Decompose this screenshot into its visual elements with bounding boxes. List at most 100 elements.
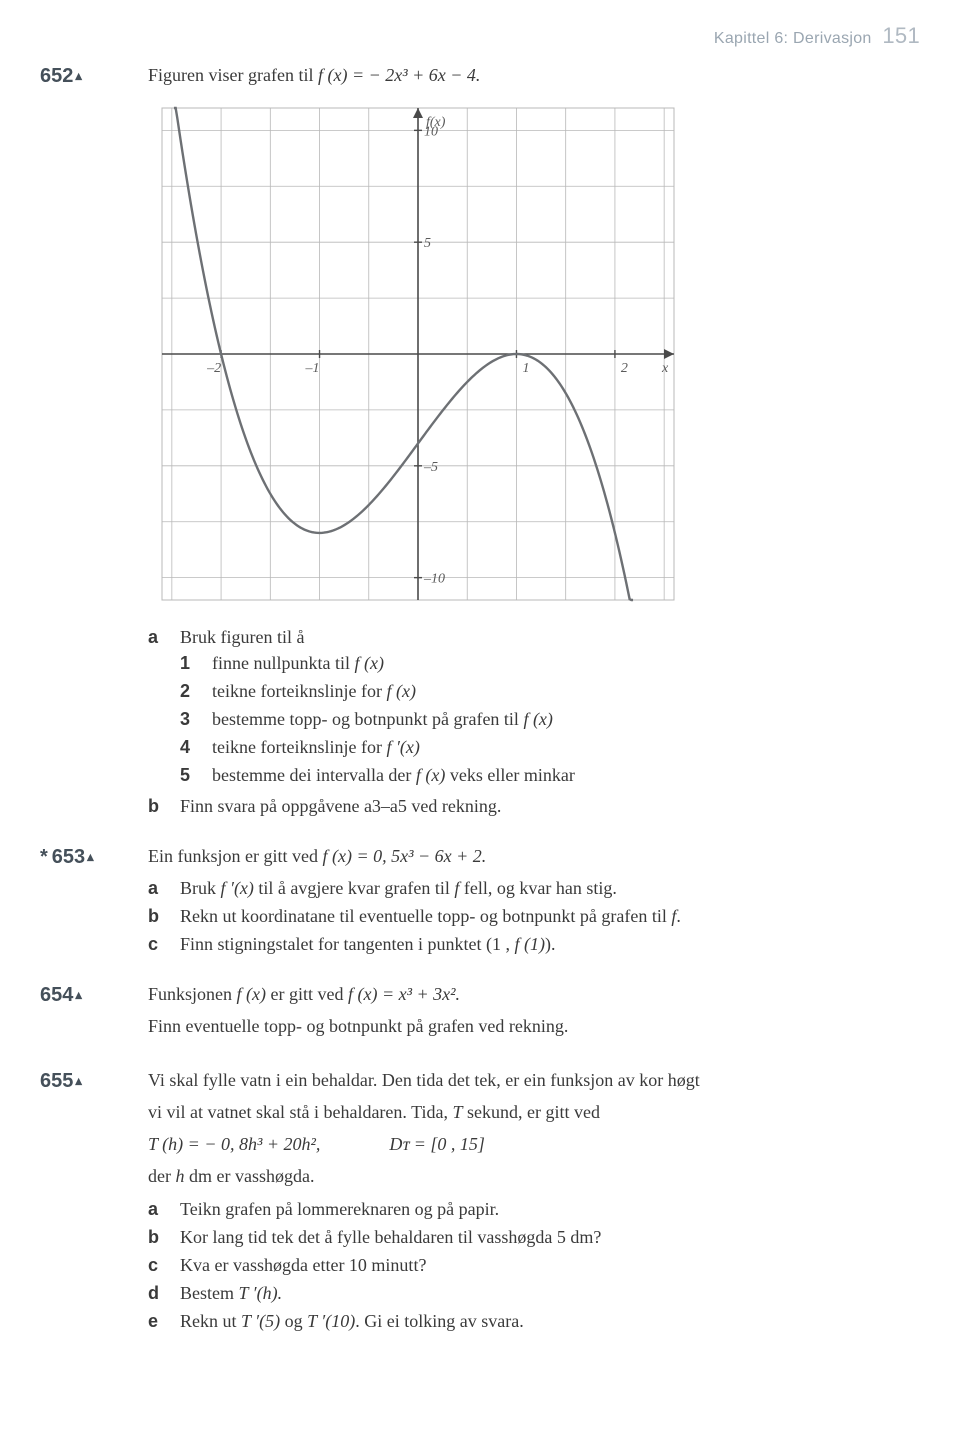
item-b: bKor lang tid tek det å fylle behaldaren…	[148, 1224, 920, 1250]
level-mark-icon: ▴	[75, 68, 82, 83]
label: 5	[180, 762, 204, 788]
intro: Ein funksjon er gitt ved f (x) = 0, 5x³ …	[148, 843, 920, 869]
problem-number: *653▴	[40, 843, 136, 959]
text: Finn svara på oppgåvene a3–a5 ved reknin…	[180, 793, 920, 819]
svg-text:2: 2	[621, 361, 628, 376]
label: a	[148, 1196, 172, 1222]
num: 653	[52, 846, 85, 868]
item-c: c Kva er vasshøgda etter 10 minutt?	[148, 1252, 920, 1278]
chart: –2–112–10–5510xf(x)	[148, 94, 920, 614]
t2: veks eller minkar	[445, 765, 574, 785]
text: Bruk f ′(x) til å avgjere kvar grafen ti…	[180, 875, 920, 901]
label: a	[148, 624, 172, 791]
problem-number: 654▴	[40, 981, 136, 1045]
m: f (x)	[416, 765, 445, 785]
text: teikne forteiknslinje for f ′(x)	[212, 734, 920, 760]
m: f (x)	[237, 984, 266, 1004]
t2: til å avgjere kvar grafen til	[254, 878, 454, 898]
star-icon: *	[40, 846, 48, 868]
text: Finn stigningstalet for tangenten i punk…	[180, 931, 920, 957]
t2: og	[280, 1311, 307, 1331]
t2: sekund, er gitt ved	[462, 1102, 599, 1122]
label: 2	[180, 678, 204, 704]
level-mark-icon: ▴	[87, 849, 94, 864]
function-graph: –2–112–10–5510xf(x)	[148, 94, 688, 614]
problem-number: 652▴	[40, 62, 136, 821]
num: 655	[40, 1070, 73, 1092]
item-1: 1 finne nullpunkta til f (x)	[180, 650, 920, 676]
label: 1	[180, 650, 204, 676]
t: Rekn ut koordinatane til eventuelle topp…	[180, 906, 671, 926]
svg-text:–10: –10	[423, 572, 445, 587]
t2: .	[676, 906, 681, 926]
text: Rekn ut koordinatane til eventuelle topp…	[180, 903, 920, 929]
eq-left: T (h) = − 0, 8h³ + 20h²,	[148, 1134, 320, 1154]
text: Figuren viser grafen til	[148, 65, 318, 85]
label: c	[148, 931, 172, 957]
svg-text:–5: –5	[423, 460, 438, 475]
item-e: e Rekn ut T ′(5) og T ′(10). Gi ei tolkin…	[148, 1308, 920, 1334]
item-2: 2 teikne forteiknslinje for f (x)	[180, 678, 920, 704]
text: Bruk figuren til å	[180, 627, 304, 647]
t: teikne forteiknslinje for	[212, 681, 386, 701]
num: 652	[40, 65, 73, 87]
m: f ′(x)	[386, 737, 419, 757]
m2: T ′(10)	[307, 1311, 355, 1331]
level-mark-icon: ▴	[75, 1073, 82, 1088]
label: b	[148, 793, 172, 819]
t2: er gitt ved	[266, 984, 348, 1004]
t: bestemme topp- og botnpunkt på grafen ti…	[212, 709, 523, 729]
text: finne nullpunkta til f (x)	[212, 650, 920, 676]
problem-body: Funksjonen f (x) er gitt ved f (x) = x³ …	[148, 981, 920, 1045]
item-a: a Bruk figuren til å 1 finne nullpunkta t…	[148, 624, 920, 791]
item-a: a Bruk f ′(x) til å avgjere kvar grafen …	[148, 875, 920, 901]
item-b: b Finn svara på oppgåvene a3–a5 ved rekn…	[148, 793, 920, 819]
math: f (x) = − 2x³ + 6x − 4.	[318, 65, 480, 85]
text: Kva er vasshøgda etter 10 minutt?	[180, 1252, 920, 1278]
item-5: 5 bestemme dei intervalla der f (x) veks …	[180, 762, 920, 788]
problem-654: 654▴ Funksjonen f (x) er gitt ved f (x) …	[40, 981, 920, 1045]
t: vi vil at vatnet skal stå i behaldaren. …	[148, 1102, 452, 1122]
t3: . Gi ei tolking av svara.	[355, 1311, 523, 1331]
t: Bruk	[180, 878, 221, 898]
text: bestemme dei intervalla der f (x) veks e…	[212, 762, 920, 788]
t: der	[148, 1166, 175, 1186]
m2: f (x) = x³ + 3x².	[348, 984, 460, 1004]
item-3: 3bestemme topp- og botnpunkt på grafen t…	[180, 706, 920, 732]
svg-text:f(x): f(x)	[426, 115, 446, 130]
svg-text:5: 5	[424, 236, 431, 251]
t: finne nullpunkta til	[212, 653, 354, 673]
t: Funksjonen	[148, 984, 237, 1004]
item-4: 4teikne forteiknslinje for f ′(x)	[180, 734, 920, 760]
text: teikne forteiknslinje for f (x)	[212, 678, 920, 704]
problem-655: 655▴ Vi skal fylle vatn i ein behaldar. …	[40, 1067, 920, 1336]
text: Teikn grafen på lommereknaren og på papi…	[180, 1196, 920, 1222]
problem-653: *653▴ Ein funksjon er gitt ved f (x) = 0…	[40, 843, 920, 959]
item-c: c Finn stigningstalet for tangenten i pu…	[148, 931, 920, 957]
eq-right: Dᴛ = [0 , 15]	[389, 1134, 485, 1154]
equation-line: T (h) = − 0, 8h³ + 20h², Dᴛ = [0 , 15]	[148, 1131, 920, 1157]
page-number: 151	[882, 23, 920, 48]
problem-652: 652▴ Figuren viser grafen til f (x) = − …	[40, 62, 920, 821]
intro: Funksjonen f (x) er gitt ved f (x) = x³ …	[148, 981, 920, 1007]
text: Bestem T ′(h).	[180, 1280, 920, 1306]
m: T ′(h).	[239, 1283, 283, 1303]
text: Rekn ut T ′(5) og T ′(10). Gi ei tolking…	[180, 1308, 920, 1334]
item-b: b Rekn ut koordinatane til eventuelle to…	[148, 903, 920, 929]
t2: dm er vasshøgda.	[184, 1166, 314, 1186]
problem-number: 655▴	[40, 1067, 136, 1336]
svg-text:1: 1	[522, 361, 529, 376]
t: Bestem	[180, 1283, 239, 1303]
label: d	[148, 1280, 172, 1306]
svg-text:x: x	[661, 361, 669, 376]
running-head: Kapittel 6: Derivasjon 151	[40, 20, 920, 52]
m: f ′(x)	[221, 878, 254, 898]
label: c	[148, 1252, 172, 1278]
post-line: der h dm er vasshøgda.	[148, 1163, 920, 1189]
inner-list: 1 finne nullpunkta til f (x) 2 teikne fort…	[180, 650, 920, 788]
t: bestemme dei intervalla der	[212, 765, 416, 785]
label: e	[148, 1308, 172, 1334]
intro: Figuren viser grafen til f (x) = − 2x³ +…	[148, 62, 920, 88]
intro-line1: Vi skal fylle vatn i ein behaldar. Den t…	[148, 1067, 920, 1093]
problem-body: Vi skal fylle vatn i ein behaldar. Den t…	[148, 1067, 920, 1336]
